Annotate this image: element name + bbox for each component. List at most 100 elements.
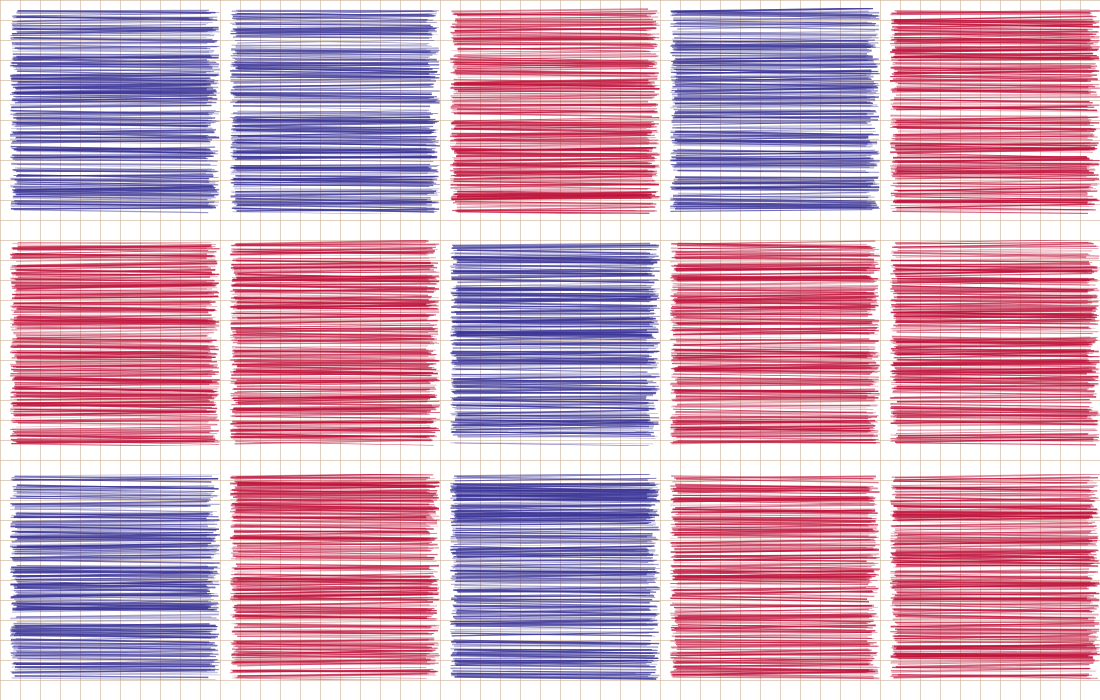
scribble-stroke xyxy=(675,478,879,484)
scribble-stroke xyxy=(452,492,648,497)
scribble-stroke xyxy=(674,519,871,523)
scribble-stroke xyxy=(13,207,213,210)
scribble-stroke xyxy=(231,48,437,54)
scribble-stroke xyxy=(896,591,1097,594)
scribble-stroke xyxy=(675,392,868,397)
scribble-stroke xyxy=(670,52,867,55)
scribble-stroke xyxy=(16,334,209,337)
scribble-stroke xyxy=(890,208,1095,211)
scribble-stroke xyxy=(12,653,219,656)
scribble-stroke xyxy=(672,142,867,147)
scribble-stroke xyxy=(454,586,647,590)
scribble-stroke xyxy=(677,351,874,357)
scribble-stroke xyxy=(17,12,220,14)
scribble-stroke xyxy=(456,497,660,503)
scribble-stroke xyxy=(233,496,439,499)
scribble-stroke xyxy=(13,490,213,494)
scribble-stroke xyxy=(17,372,219,375)
scribble-stroke xyxy=(676,436,867,441)
scribble-stroke xyxy=(892,307,1096,311)
scribble-stroke xyxy=(11,91,211,95)
scribble-stroke xyxy=(13,195,211,200)
scribble-stroke xyxy=(233,74,434,77)
scribble-stroke xyxy=(890,76,1098,81)
scribble-stroke xyxy=(14,411,210,417)
scribble-stroke xyxy=(894,52,1094,58)
scribble-stroke xyxy=(11,551,217,555)
scribble-stroke xyxy=(890,575,1094,577)
scribble-stroke xyxy=(455,264,660,268)
scribble-stroke xyxy=(673,95,867,98)
scribble-stroke xyxy=(233,355,428,360)
scribble-stroke xyxy=(673,94,874,99)
scribble-stroke xyxy=(230,598,428,602)
scribble-stroke xyxy=(456,249,651,255)
scribble-stroke xyxy=(890,194,1094,198)
scribble-stroke xyxy=(676,157,870,160)
scribble-stroke xyxy=(895,316,1096,319)
scribble-stroke xyxy=(896,175,1095,180)
scribble-stroke xyxy=(11,552,216,555)
scribble-stroke xyxy=(234,121,438,124)
scribble-stroke xyxy=(237,341,438,345)
scribble-stroke xyxy=(674,370,871,375)
scribble-stroke xyxy=(232,211,401,214)
scribble-stroke xyxy=(450,195,649,199)
scribble-stroke xyxy=(457,516,655,520)
scribble-stroke xyxy=(452,24,660,29)
scribble-stroke xyxy=(674,638,868,643)
scribble-stroke xyxy=(17,97,213,102)
scribble-stroke xyxy=(454,265,648,268)
scribble-stroke xyxy=(232,201,432,203)
scribble-stroke xyxy=(677,169,880,173)
scribble-stroke xyxy=(230,30,432,35)
scribble-stroke xyxy=(232,634,435,638)
scribble-stroke xyxy=(897,570,1099,573)
scribble-stroke xyxy=(671,406,874,411)
scribble-stroke xyxy=(450,673,652,677)
scribble-stroke xyxy=(452,135,647,139)
scribble-stroke xyxy=(16,181,219,186)
scribble-stroke xyxy=(894,640,1094,644)
scribble-stroke xyxy=(890,297,1092,302)
scribble-stroke xyxy=(895,26,1088,31)
scribble-stroke xyxy=(896,492,1088,495)
scribble-stroke xyxy=(454,513,648,519)
scribble-stroke xyxy=(457,591,657,593)
scribble-stroke xyxy=(237,135,436,140)
scribble-stroke xyxy=(676,426,871,432)
scribble-stroke xyxy=(675,136,869,141)
scribble-stroke xyxy=(670,674,878,679)
scribble-stroke xyxy=(671,475,874,480)
scribble-stroke xyxy=(672,119,879,121)
scribble-stroke xyxy=(674,665,880,668)
scribble-stroke xyxy=(17,513,209,519)
scribble-stroke xyxy=(12,197,215,202)
scribble-stroke xyxy=(457,152,649,158)
scribble-stroke xyxy=(13,169,207,174)
scribble-stroke xyxy=(450,316,660,319)
scribble-stroke xyxy=(677,242,872,248)
scribble-stroke xyxy=(231,262,431,266)
scribble-stroke xyxy=(892,140,1099,145)
scribble-stroke xyxy=(235,280,435,284)
scribble-stroke xyxy=(891,577,1093,582)
scribble-stroke xyxy=(456,357,658,360)
scribble-stroke xyxy=(456,653,656,657)
scribble-stroke xyxy=(451,431,652,436)
scribble-stroke xyxy=(892,645,1087,651)
scribble-stroke xyxy=(12,192,218,196)
scribble-stroke xyxy=(671,432,878,437)
scribble-panel-red xyxy=(670,240,880,446)
scribble-stroke xyxy=(896,152,1088,158)
scribble-stroke xyxy=(237,295,431,298)
scribble-stroke xyxy=(237,39,435,44)
scribble-stroke xyxy=(11,62,217,66)
scribble-stroke xyxy=(450,331,658,333)
scribble-stroke xyxy=(451,381,649,385)
scribble-stroke xyxy=(894,174,1094,180)
scribble-stroke xyxy=(896,241,1089,245)
scribble-stroke xyxy=(236,653,430,657)
scribble-stroke xyxy=(451,247,657,251)
scribble-stroke xyxy=(15,326,208,330)
